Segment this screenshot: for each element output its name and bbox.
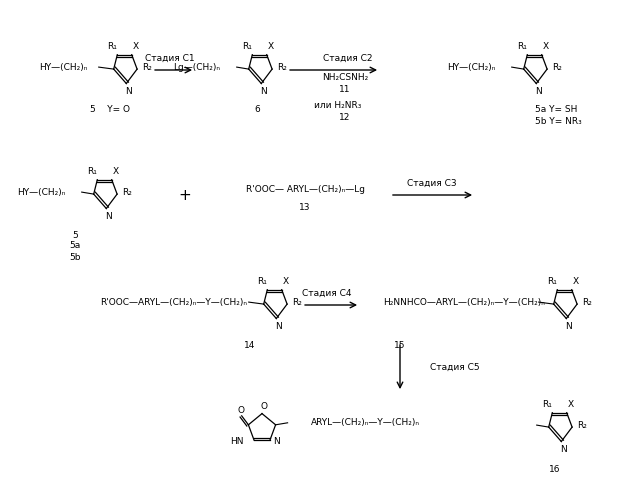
Text: HY—(CH₂)ₙ: HY—(CH₂)ₙ [17,188,66,196]
Text: R₁: R₁ [542,400,552,409]
Text: Стадия C1: Стадия C1 [145,54,195,62]
Text: или H₂NR₃: или H₂NR₃ [314,100,362,110]
Text: R₂: R₂ [552,62,562,72]
Text: R₂: R₂ [142,62,152,72]
Text: N: N [260,87,267,96]
Text: R₁: R₁ [547,277,557,286]
Text: X: X [543,42,548,51]
Text: R'OOC—ARYL—(CH₂)ₙ—Y—(CH₂)ₙ: R'OOC—ARYL—(CH₂)ₙ—Y—(CH₂)ₙ [100,298,247,306]
Text: N: N [125,87,132,96]
Text: 11: 11 [340,86,351,94]
Text: R₁: R₁ [257,277,268,286]
Text: R₂: R₂ [577,420,587,430]
Text: N: N [275,322,282,331]
Text: Стадия C5: Стадия C5 [430,362,480,372]
Text: N: N [105,212,111,221]
Text: N: N [565,322,571,331]
Text: R₂: R₂ [122,188,132,196]
Text: X: X [268,42,274,51]
Text: R₂: R₂ [277,62,287,72]
Text: X: X [132,42,139,51]
Text: N: N [535,87,541,96]
Text: Стадия C2: Стадия C2 [323,54,373,62]
Text: +: + [178,188,191,202]
Text: Lg—(CH₂)ₙ: Lg—(CH₂)ₙ [173,62,220,72]
Text: R₂: R₂ [582,298,592,306]
Text: N: N [273,436,280,446]
Text: N: N [560,445,567,454]
Text: 5a: 5a [69,242,81,250]
Text: HY—(CH₂)ₙ: HY—(CH₂)ₙ [39,62,88,72]
Text: R₁: R₁ [87,167,97,176]
Text: 16: 16 [549,466,561,474]
Text: 5    Y= O: 5 Y= O [90,106,130,114]
Text: 5: 5 [72,230,78,239]
Text: Стадия C4: Стадия C4 [302,288,352,298]
Text: NH₂CSNH₂: NH₂CSNH₂ [322,74,368,82]
Text: ARYL—(CH₂)ₙ—Y—(CH₂)ₙ: ARYL—(CH₂)ₙ—Y—(CH₂)ₙ [311,418,420,428]
Text: 5a Y= SH: 5a Y= SH [535,106,577,114]
Text: 5b: 5b [69,252,81,262]
Text: HY—(CH₂)ₙ: HY—(CH₂)ₙ [448,62,496,72]
Text: HN: HN [231,436,244,446]
Text: R₁: R₁ [517,42,527,51]
Text: 13: 13 [299,204,311,212]
Text: 12: 12 [340,112,351,122]
Text: O: O [261,402,268,411]
Text: Стадия C3: Стадия C3 [407,178,457,188]
Text: H₂NNHCO—ARYL—(CH₂)ₙ—Y—(CH₂)ₙ: H₂NNHCO—ARYL—(CH₂)ₙ—Y—(CH₂)ₙ [383,298,545,306]
Text: X: X [283,277,289,286]
Text: X: X [573,277,579,286]
Text: R₂: R₂ [292,298,302,306]
Text: 15: 15 [394,340,406,349]
Text: 14: 14 [245,340,255,349]
Text: R₁: R₁ [242,42,252,51]
Text: R'OOC— ARYL—(CH₂)ₙ—Lg: R'OOC— ARYL—(CH₂)ₙ—Lg [245,186,364,194]
Text: X: X [113,167,118,176]
Text: X: X [568,400,574,409]
Text: R₁: R₁ [108,42,117,51]
Text: O: O [237,406,244,416]
Text: 6: 6 [254,106,260,114]
Text: 5b Y= NR₃: 5b Y= NR₃ [535,118,582,126]
